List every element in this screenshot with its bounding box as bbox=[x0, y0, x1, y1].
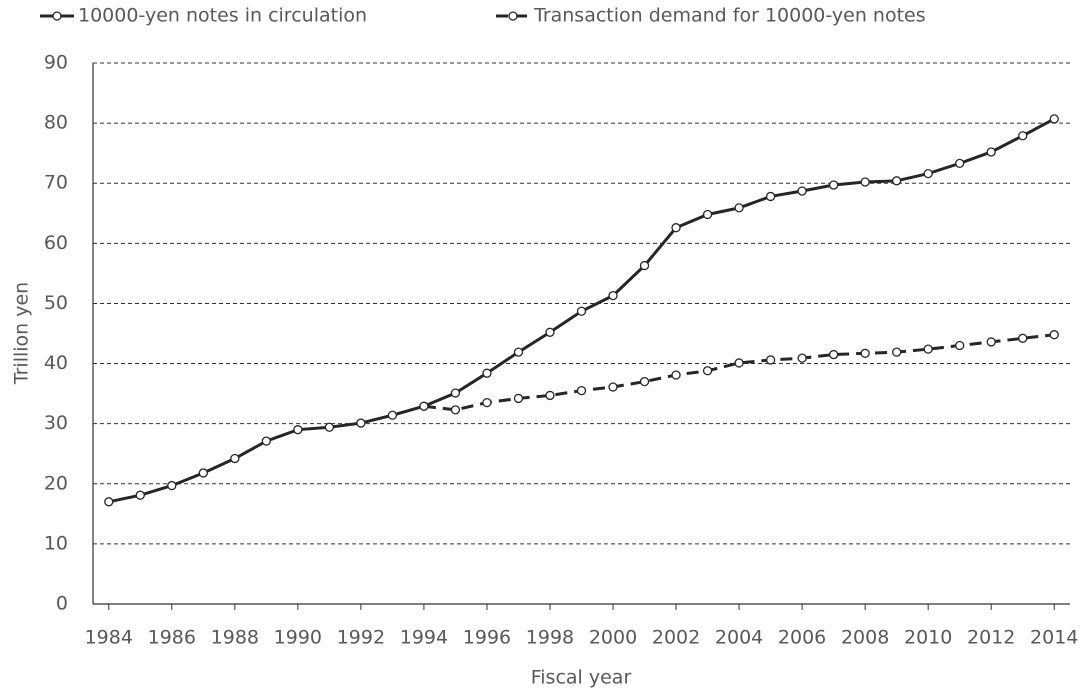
data-point bbox=[892, 176, 902, 186]
data-point bbox=[419, 401, 429, 411]
data-point bbox=[923, 168, 933, 179]
x-tick-label: 2006 bbox=[778, 627, 826, 649]
data-point bbox=[986, 337, 996, 347]
data-point bbox=[702, 209, 713, 220]
data-point bbox=[986, 147, 996, 157]
data-point bbox=[387, 410, 398, 420]
y-tick-label: 0 bbox=[56, 593, 68, 615]
legend-label: 10000-yen notes in circulation bbox=[78, 5, 367, 27]
y-tick-label: 60 bbox=[44, 232, 68, 254]
data-point bbox=[955, 340, 965, 351]
data-point bbox=[324, 422, 335, 432]
x-tick-label: 1996 bbox=[463, 627, 511, 649]
data-point bbox=[734, 203, 744, 213]
x-tick-label: 2000 bbox=[589, 627, 637, 649]
data-point bbox=[135, 490, 145, 500]
data-point bbox=[356, 418, 366, 428]
data-point bbox=[702, 366, 713, 376]
data-point bbox=[450, 388, 461, 398]
x-tick-label: 2012 bbox=[967, 627, 1015, 649]
data-point bbox=[860, 348, 870, 358]
data-point bbox=[167, 480, 177, 491]
data-point bbox=[576, 306, 587, 316]
y-tick-label: 40 bbox=[44, 352, 68, 374]
data-point bbox=[955, 158, 965, 169]
y-axis-title: Trillion yen bbox=[11, 282, 33, 385]
data-point bbox=[198, 468, 208, 478]
x-tick-label: 1994 bbox=[400, 627, 448, 649]
data-point bbox=[639, 376, 650, 387]
y-tick-label: 90 bbox=[44, 52, 68, 74]
data-point bbox=[828, 349, 839, 360]
data-point bbox=[608, 382, 618, 392]
legend-label: Transaction demand for 10000-yen notes bbox=[533, 5, 926, 27]
data-point bbox=[545, 390, 555, 401]
x-tick-label: 1988 bbox=[211, 627, 259, 649]
data-point bbox=[1049, 330, 1059, 340]
data-point bbox=[734, 358, 744, 368]
data-point bbox=[261, 436, 271, 446]
data-point bbox=[545, 327, 555, 337]
x-tick-label: 1992 bbox=[337, 627, 385, 649]
data-point bbox=[513, 393, 524, 404]
data-point bbox=[797, 353, 807, 363]
legend-marker bbox=[508, 11, 518, 21]
data-point bbox=[765, 355, 776, 365]
data-point bbox=[230, 453, 240, 464]
x-tick-label: 1998 bbox=[526, 627, 574, 649]
y-tick-label: 10 bbox=[44, 532, 68, 554]
data-point bbox=[1049, 114, 1059, 124]
data-point bbox=[482, 368, 492, 378]
x-tick-label: 1990 bbox=[274, 627, 322, 649]
data-point bbox=[923, 344, 933, 354]
x-tick-label: 1984 bbox=[85, 627, 133, 649]
y-tick-label: 50 bbox=[44, 292, 68, 314]
data-point bbox=[482, 397, 492, 408]
data-point bbox=[104, 497, 114, 507]
data-point bbox=[1018, 333, 1028, 343]
data-point bbox=[576, 385, 587, 396]
x-tick-label: 2010 bbox=[904, 627, 952, 649]
data-point bbox=[639, 260, 650, 271]
legend-marker bbox=[52, 11, 62, 21]
x-tick-label: 2004 bbox=[715, 627, 763, 649]
x-axis-title: Fiscal year bbox=[531, 667, 632, 689]
data-point bbox=[608, 290, 618, 301]
data-point bbox=[892, 347, 902, 357]
series-line bbox=[423, 333, 1055, 412]
data-point bbox=[671, 370, 681, 380]
y-tick-label: 80 bbox=[44, 112, 68, 134]
data-point bbox=[765, 191, 776, 202]
x-tick-label: 2014 bbox=[1030, 627, 1078, 649]
data-point bbox=[797, 186, 807, 196]
x-tick-label: 1986 bbox=[148, 627, 196, 649]
y-tick-label: 30 bbox=[44, 412, 68, 434]
data-point bbox=[828, 180, 839, 190]
data-point bbox=[513, 347, 524, 357]
data-point bbox=[293, 425, 303, 435]
data-point bbox=[671, 223, 681, 233]
x-tick-label: 2008 bbox=[841, 627, 889, 649]
y-tick-label: 70 bbox=[44, 172, 68, 194]
data-point bbox=[450, 405, 461, 415]
y-tick-label: 20 bbox=[44, 472, 68, 494]
x-tick-label: 2002 bbox=[652, 627, 700, 649]
data-point bbox=[1018, 131, 1028, 141]
data-point bbox=[860, 177, 870, 187]
